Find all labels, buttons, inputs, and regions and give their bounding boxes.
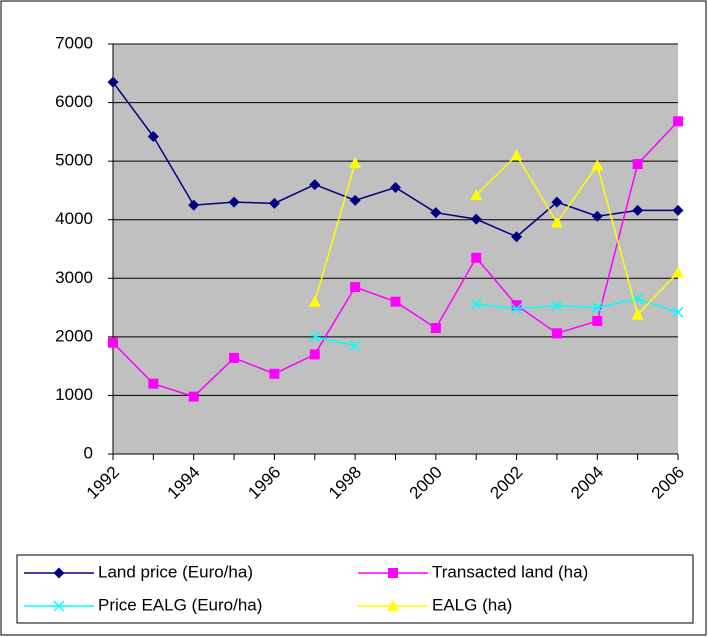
point-marker [147,131,159,143]
series-line [314,298,679,347]
point-marker [309,179,321,191]
y-tick-label: 4000 [55,209,93,228]
point-marker [632,204,644,216]
point-marker [229,352,240,363]
point-marker [631,308,644,320]
point-marker [632,159,643,170]
point-marker [430,323,441,334]
point-marker [551,300,563,312]
point-marker [511,303,523,315]
point-marker [673,116,683,127]
point-marker [387,600,399,611]
point-marker [672,266,684,278]
point-marker [511,300,522,311]
point-marker [511,231,523,243]
legend-label: Price EALG (Euro/ha) [98,595,262,614]
point-marker [228,196,240,208]
point-marker [108,337,118,348]
point-marker [107,76,119,88]
point-marker [388,568,398,578]
point-marker [592,316,603,327]
point-marker [672,204,684,216]
point-marker [268,197,280,209]
point-marker [53,567,65,579]
y-tick-label: 1000 [55,385,93,404]
point-marker [308,295,321,307]
point-marker [550,216,563,228]
point-marker [349,340,361,352]
point-marker [551,196,563,208]
point-marker [471,252,482,263]
point-marker [470,298,482,310]
y-tick-label: 6000 [55,92,93,111]
point-marker [269,368,280,379]
point-marker [390,182,401,193]
point-marker [591,302,603,314]
point-marker [349,194,361,206]
point-marker [591,159,604,171]
legend-label: EALG (ha) [432,595,512,614]
point-marker [390,296,401,307]
legend-label: Transacted land (ha) [432,562,588,581]
legend-box [16,554,694,624]
point-marker [53,600,65,612]
y-tick-label: 3000 [55,268,93,287]
point-marker [309,349,320,360]
point-marker [350,282,361,293]
y-tick-label: 0 [84,443,93,462]
y-tick-label: 5000 [55,151,93,170]
point-marker [148,378,159,389]
point-marker [188,199,200,211]
point-marker [188,391,199,402]
point-marker [430,207,442,219]
point-marker [551,328,562,339]
series-line [314,154,679,317]
point-marker [309,331,321,343]
y-tick-label: 2000 [55,326,93,345]
point-marker [591,210,603,222]
point-marker [672,306,684,318]
point-marker [470,189,483,201]
point-marker [470,213,482,225]
plot-area [113,44,678,454]
legend-label: Land price (Euro/ha) [98,562,253,581]
y-tick-label: 7000 [55,33,93,52]
point-marker [510,149,523,161]
point-marker [349,156,362,168]
